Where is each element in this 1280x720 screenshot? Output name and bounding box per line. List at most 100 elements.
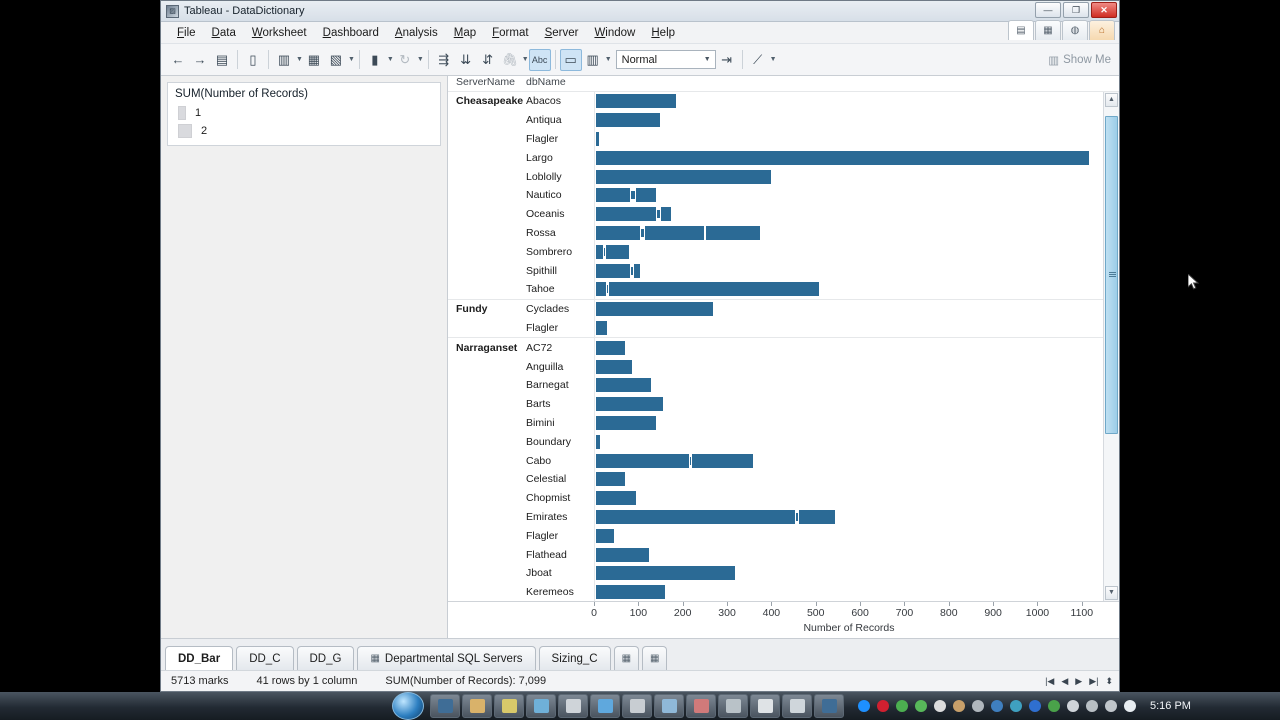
data-source-tab[interactable]: ▤ xyxy=(1008,20,1034,40)
save-icon[interactable]: ▤ xyxy=(215,51,229,67)
sheet-tab-dd_g[interactable]: DD_G xyxy=(296,646,355,670)
pin-icon[interactable]: ⇥ xyxy=(721,51,733,67)
menu-item-analysis[interactable]: Analysis xyxy=(394,26,438,39)
bar[interactable] xyxy=(595,340,626,355)
db-name-cell[interactable]: Bimini xyxy=(526,416,555,429)
db-name-cell[interactable]: Spithill xyxy=(526,264,557,277)
chevron-down-icon[interactable]: ▼ xyxy=(347,56,355,63)
tray-speaker-icon[interactable] xyxy=(953,700,965,712)
chevron-down-icon[interactable]: ▼ xyxy=(604,56,612,63)
db-name-cell[interactable]: Oceanis xyxy=(526,208,565,221)
grip-icon[interactable]: ⬍ xyxy=(1105,675,1113,686)
tray-pulse-icon[interactable] xyxy=(1029,700,1041,712)
taskbar-folder-icon[interactable] xyxy=(462,694,492,718)
tray-globe-icon[interactable] xyxy=(991,700,1003,712)
bar[interactable] xyxy=(595,131,601,146)
taskbar-tools-icon[interactable] xyxy=(750,694,780,718)
table-row[interactable]: Flathead xyxy=(448,545,1103,564)
bar[interactable] xyxy=(595,94,677,109)
scroll-down-icon[interactable]: ▼ xyxy=(1105,586,1118,600)
sort-descending-icon[interactable]: ⇵ xyxy=(482,51,494,67)
tray-network-icon[interactable] xyxy=(896,700,908,712)
sort-icon[interactable]: ⇶ xyxy=(438,51,450,67)
bar-cell[interactable] xyxy=(594,167,1103,186)
tray-check-icon[interactable] xyxy=(1048,700,1060,712)
taskbar-search-icon[interactable] xyxy=(654,694,684,718)
db-name-cell[interactable]: Nautico xyxy=(526,189,562,202)
tray-eject-icon[interactable] xyxy=(1105,700,1117,712)
new-worksheet-icon[interactable]: ▥ xyxy=(277,51,291,67)
scrollbar-track[interactable] xyxy=(1105,108,1118,585)
menu-item-data[interactable]: Data xyxy=(211,26,236,39)
db-name-cell[interactable]: Celestial xyxy=(526,473,567,486)
table-row[interactable]: Oceanis xyxy=(448,204,1103,224)
menu-item-help[interactable]: Help xyxy=(651,26,676,39)
bar-cell[interactable] xyxy=(594,318,1103,338)
taskbar-shield-icon[interactable] xyxy=(494,694,524,718)
db-name-cell[interactable]: Cabo xyxy=(526,454,552,467)
maximize-button[interactable]: ❐ xyxy=(1063,2,1089,18)
legend-item[interactable]: 2 xyxy=(175,122,433,140)
chevron-down-icon[interactable]: ▼ xyxy=(769,56,777,63)
new-worksheet-icon[interactable]: ▦ xyxy=(642,646,668,670)
server-name-cell[interactable]: Narraganset xyxy=(456,341,518,354)
fit-icon[interactable]: ▥ xyxy=(586,51,599,67)
table-row[interactable]: Largo xyxy=(448,148,1103,168)
sheet-tab-dd_c[interactable]: DD_C xyxy=(236,646,294,670)
highlight-icon[interactable]: ⟋ xyxy=(753,51,763,67)
db-name-cell[interactable]: Loblolly xyxy=(526,170,562,183)
taskbar-report-icon[interactable] xyxy=(686,694,716,718)
prev-icon[interactable]: ◀ xyxy=(1061,675,1069,686)
grid-tab[interactable]: ▦ xyxy=(1035,20,1061,40)
table-row[interactable]: Fundy Cyclades xyxy=(448,299,1103,319)
bar[interactable] xyxy=(595,397,665,412)
bar-cell[interactable] xyxy=(594,357,1103,376)
table-row[interactable]: Bimini xyxy=(448,413,1103,433)
chevron-down-icon[interactable]: ▼ xyxy=(386,56,394,63)
sheet-tab-departmental-sql-servers[interactable]: ▦ Departmental SQL Servers xyxy=(357,646,536,670)
bar-cell[interactable] xyxy=(594,545,1103,564)
menu-item-server[interactable]: Server xyxy=(544,26,579,39)
db-name-cell[interactable]: Cyclades xyxy=(526,303,570,316)
bar-cell[interactable] xyxy=(594,129,1103,149)
bar[interactable] xyxy=(595,188,657,203)
db-name-cell[interactable]: Antiqua xyxy=(526,114,562,127)
table-row[interactable]: Emirates xyxy=(448,507,1103,527)
tray-device-icon[interactable] xyxy=(1086,700,1098,712)
bar[interactable] xyxy=(595,566,737,581)
db-name-cell[interactable]: Sombrero xyxy=(526,245,573,258)
tray-sync-icon[interactable] xyxy=(1010,700,1022,712)
bar[interactable] xyxy=(595,378,652,393)
bar-cell[interactable] xyxy=(594,223,1103,243)
db-name-cell[interactable]: Emirates xyxy=(526,510,568,523)
bar[interactable] xyxy=(595,415,657,430)
taskbar-notepad-icon[interactable] xyxy=(782,694,812,718)
last-icon[interactable]: ▶| xyxy=(1089,675,1099,686)
bar[interactable] xyxy=(595,528,615,543)
presentation-mode-icon[interactable]: ▭ xyxy=(559,48,582,71)
connect-data-icon[interactable]: ▯ xyxy=(249,51,257,67)
legend-item[interactable]: 1 xyxy=(175,104,433,122)
bar-cell[interactable] xyxy=(594,451,1103,470)
bar[interactable] xyxy=(595,263,642,278)
clear-sheet-icon[interactable]: ▧ xyxy=(329,51,343,67)
menu-item-dashboard[interactable]: Dashboard xyxy=(322,26,379,39)
bar-cell[interactable] xyxy=(594,279,1103,299)
bar[interactable] xyxy=(595,359,633,374)
bar[interactable] xyxy=(595,113,662,128)
menu-item-window[interactable]: Window xyxy=(594,26,636,39)
db-name-cell[interactable]: Abacos xyxy=(526,95,562,108)
table-row[interactable]: Jboat xyxy=(448,563,1103,583)
bar-cell[interactable] xyxy=(594,299,1103,319)
db-name-cell[interactable]: AC72 xyxy=(526,341,553,354)
tray-usb-icon[interactable] xyxy=(915,700,927,712)
bar[interactable] xyxy=(595,225,761,240)
bar[interactable] xyxy=(595,244,631,259)
bar-cell[interactable] xyxy=(594,375,1103,395)
bar[interactable] xyxy=(595,282,821,297)
bar-cell[interactable] xyxy=(594,261,1103,280)
tray-gear-icon[interactable] xyxy=(1067,700,1079,712)
bar-cell[interactable] xyxy=(594,469,1103,489)
table-row[interactable]: Barnegat xyxy=(448,375,1103,395)
db-name-cell[interactable]: Barts xyxy=(526,398,551,411)
